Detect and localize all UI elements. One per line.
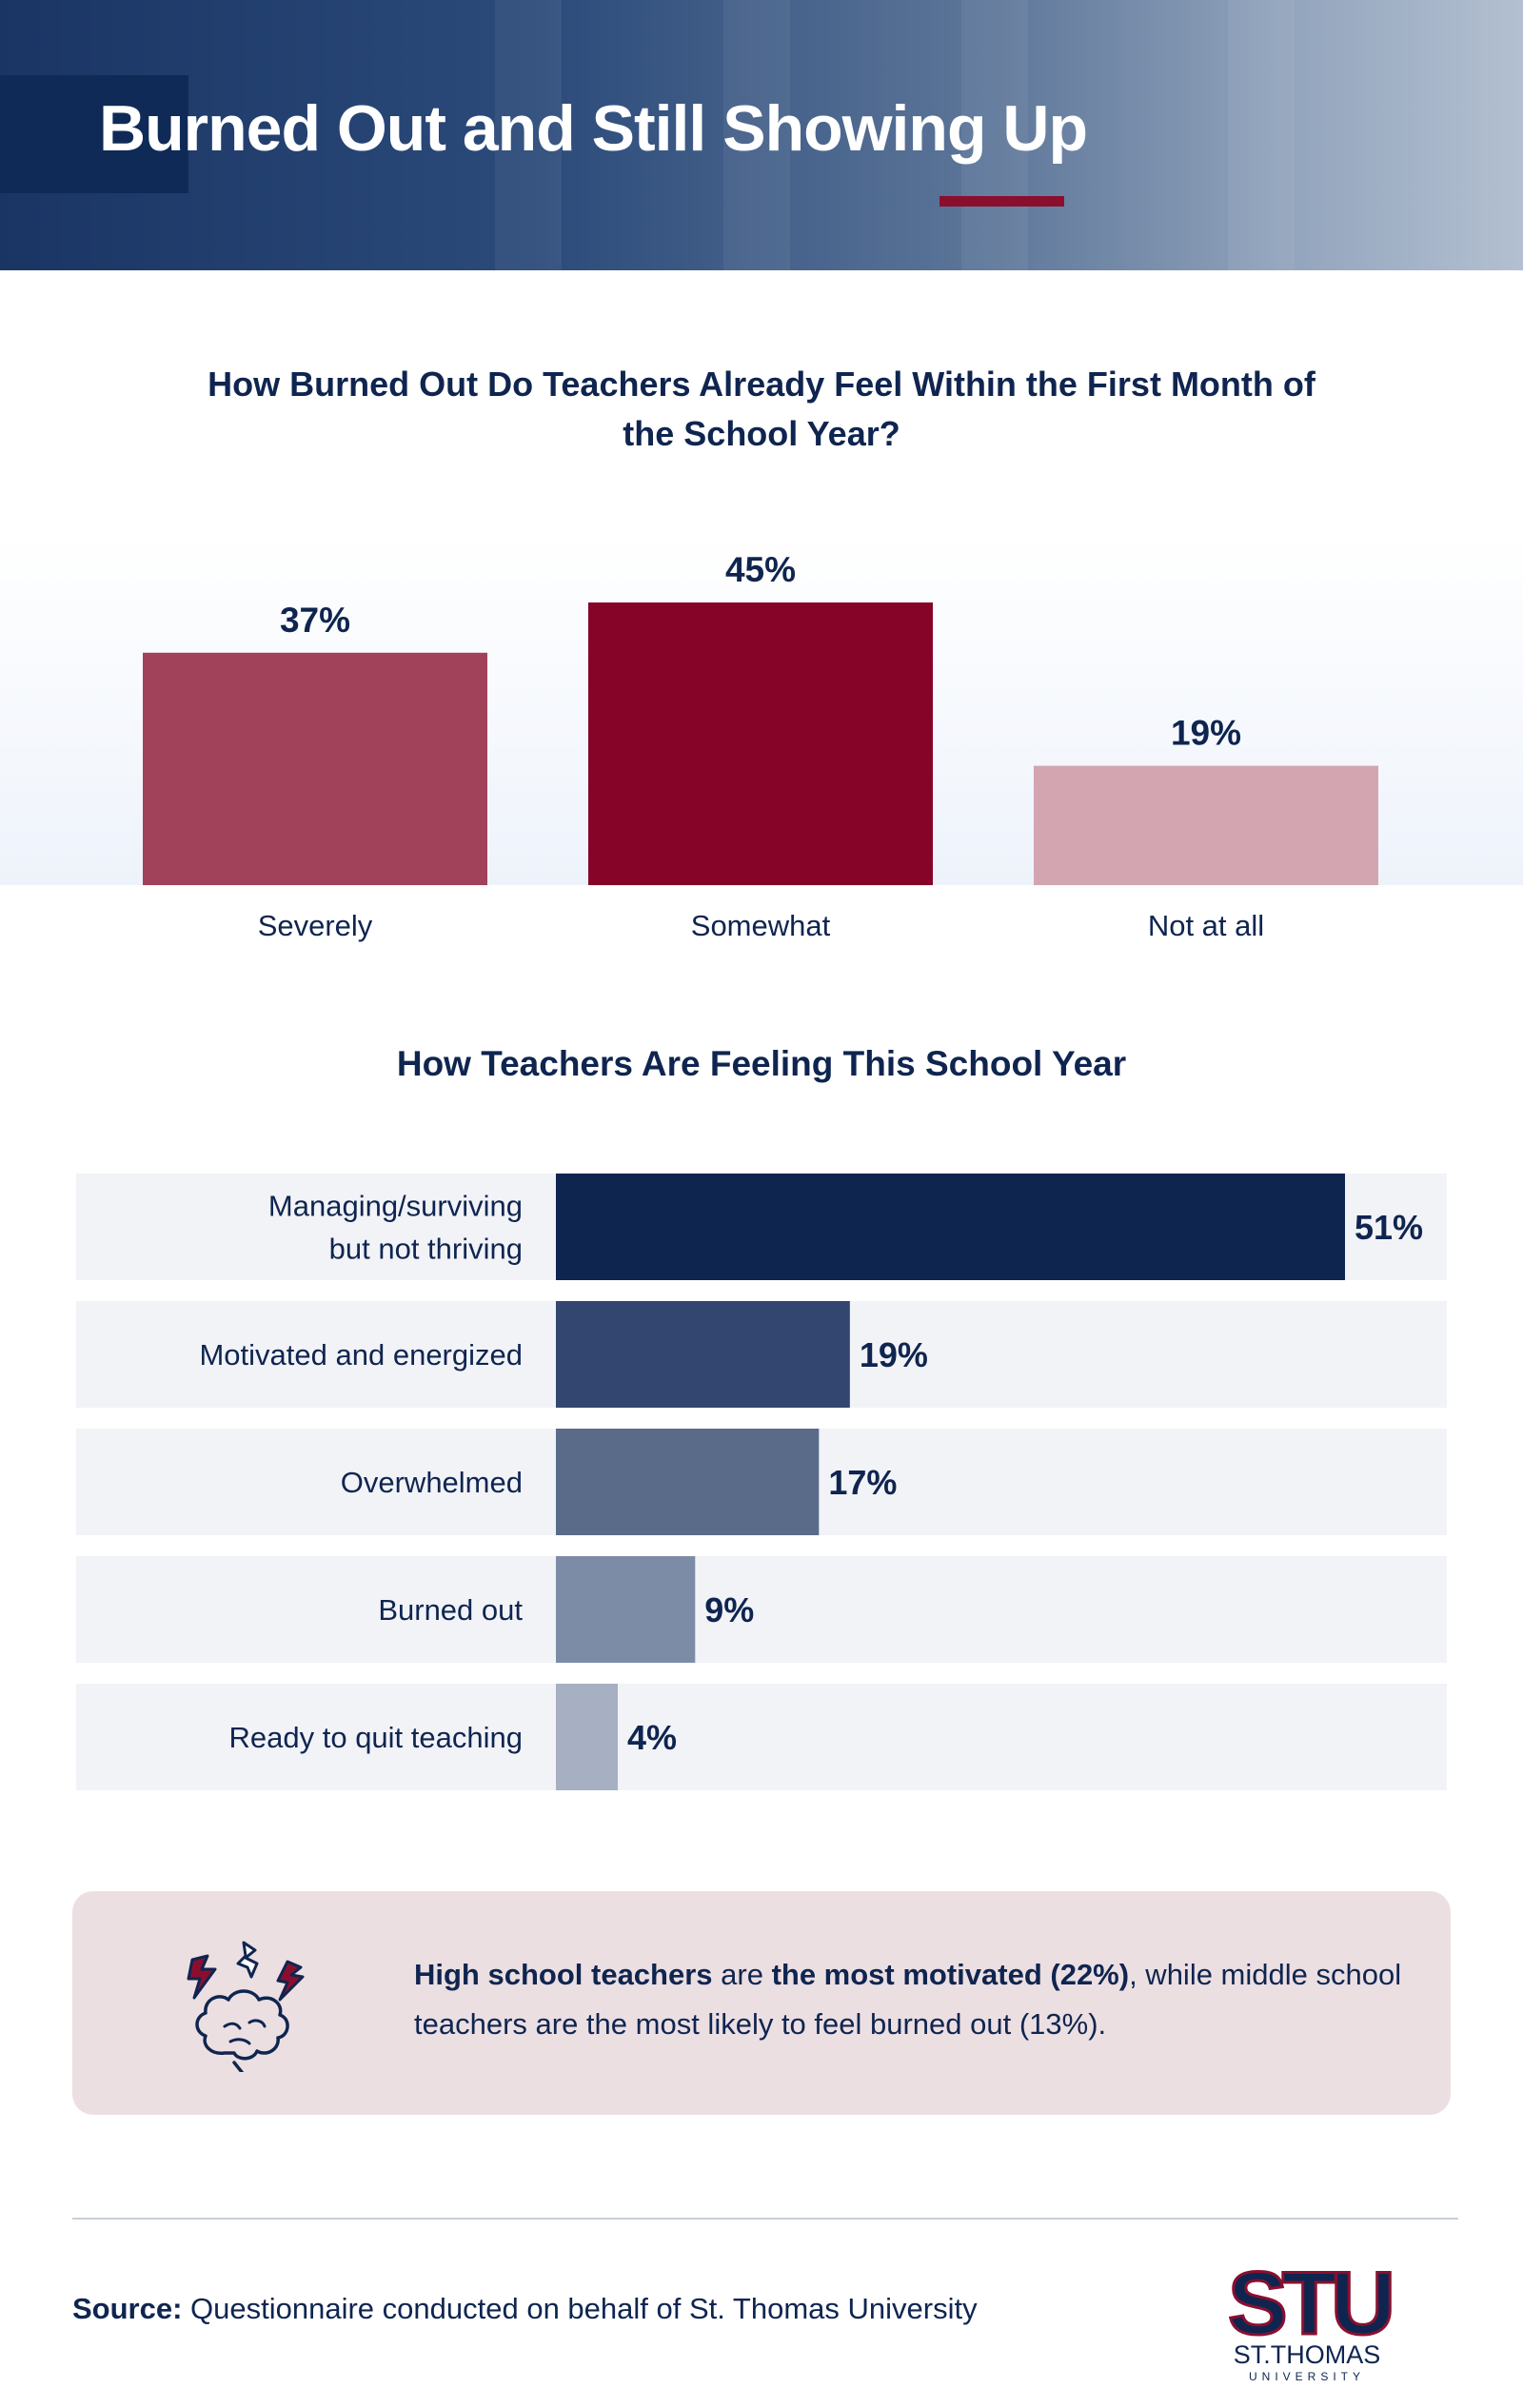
header-decor [723,0,790,270]
bar-value-label: 9% [704,1590,754,1629]
insight-text: High school teachers are the most motiva… [414,1950,1414,2049]
bar-value-label: 37% [280,601,350,640]
bar-managing-surviving-but-not-thriving [556,1174,1345,1280]
header-decor [1228,0,1295,270]
bar-value-label: 51% [1355,1208,1423,1247]
category-label: Overwhelmed [341,1466,523,1499]
chart1-title-line: the School Year? [623,414,900,453]
bar-value-label: 19% [1171,714,1241,753]
burnout-level-chart: 37% Severely 45% Somewhat 19% Not at all [143,550,1378,942]
insight-text-part: , while middle school teachers are the m… [414,1958,1402,2041]
category-label: Ready to quit teaching [229,1721,524,1754]
bar-row-background [76,1556,1447,1663]
title-accent-bar [940,196,1064,207]
header-banner: Burned Out and Still Showing Up [0,0,1523,270]
bar-somewhat [588,602,933,885]
logo-name: ST.THOMAS [1234,2340,1381,2369]
category-label: Somewhat [691,909,831,942]
teacher-feelings-chart: Managing/surviving but not thriving 51% Mot… [76,1174,1447,1790]
bar-ready-to-quit-teaching [556,1684,619,1790]
bar-burned-out [556,1556,696,1663]
insight-bold-subject: High school teachers [414,1958,713,1991]
header-navy-block [0,75,188,193]
bar-row-background [76,1684,1447,1790]
bar-overwhelmed [556,1429,820,1535]
logo-sub: UNIVERSITY [1249,2370,1365,2383]
chart1-title: How Burned Out Do Teachers Already Feel … [0,360,1523,459]
page-title: Burned Out and Still Showing Up [99,92,1088,165]
chart2-title: How Teachers Are Feeling This School Yea… [396,1044,1127,1083]
source-citation: Source: Questionnaire conducted on behal… [72,2292,978,2326]
category-label: Not at all [1148,909,1264,942]
chart1-title-line: How Burned Out Do Teachers Already Feel … [208,365,1315,404]
st-thomas-university-logo: STU ST.THOMAS UNIVERSITY [1227,2252,1395,2384]
insight-callout: High school teachers are the most motiva… [72,1891,1451,2115]
category-label: but not thriving [329,1233,523,1266]
bar-value-label: 4% [627,1718,677,1757]
bar-value-label: 17% [828,1463,897,1502]
insight-bold-stat: the most motivated (22%) [771,1958,1130,1991]
bar-severely [143,652,487,885]
category-label: Managing/surviving [268,1190,523,1223]
bar-value-label: 45% [725,550,796,589]
header-decor [495,0,562,270]
category-label: Burned out [378,1593,523,1627]
category-label: Motivated and energized [199,1338,523,1372]
header-decor [961,0,1028,270]
bar-motivated-and-energized [556,1301,850,1408]
frustrated-brain-lightning-icon [187,1941,305,2072]
logo-mark: STU [1228,2253,1391,2353]
source-text: Questionnaire conducted on behalf of St.… [182,2292,978,2325]
insight-text-part: are [712,1958,772,1991]
bar-value-label: 19% [860,1335,928,1374]
category-label: Severely [258,909,373,942]
footer-divider [72,2218,1458,2220]
bar-not-at-all [1034,765,1378,885]
source-label: Source: [72,2292,183,2325]
